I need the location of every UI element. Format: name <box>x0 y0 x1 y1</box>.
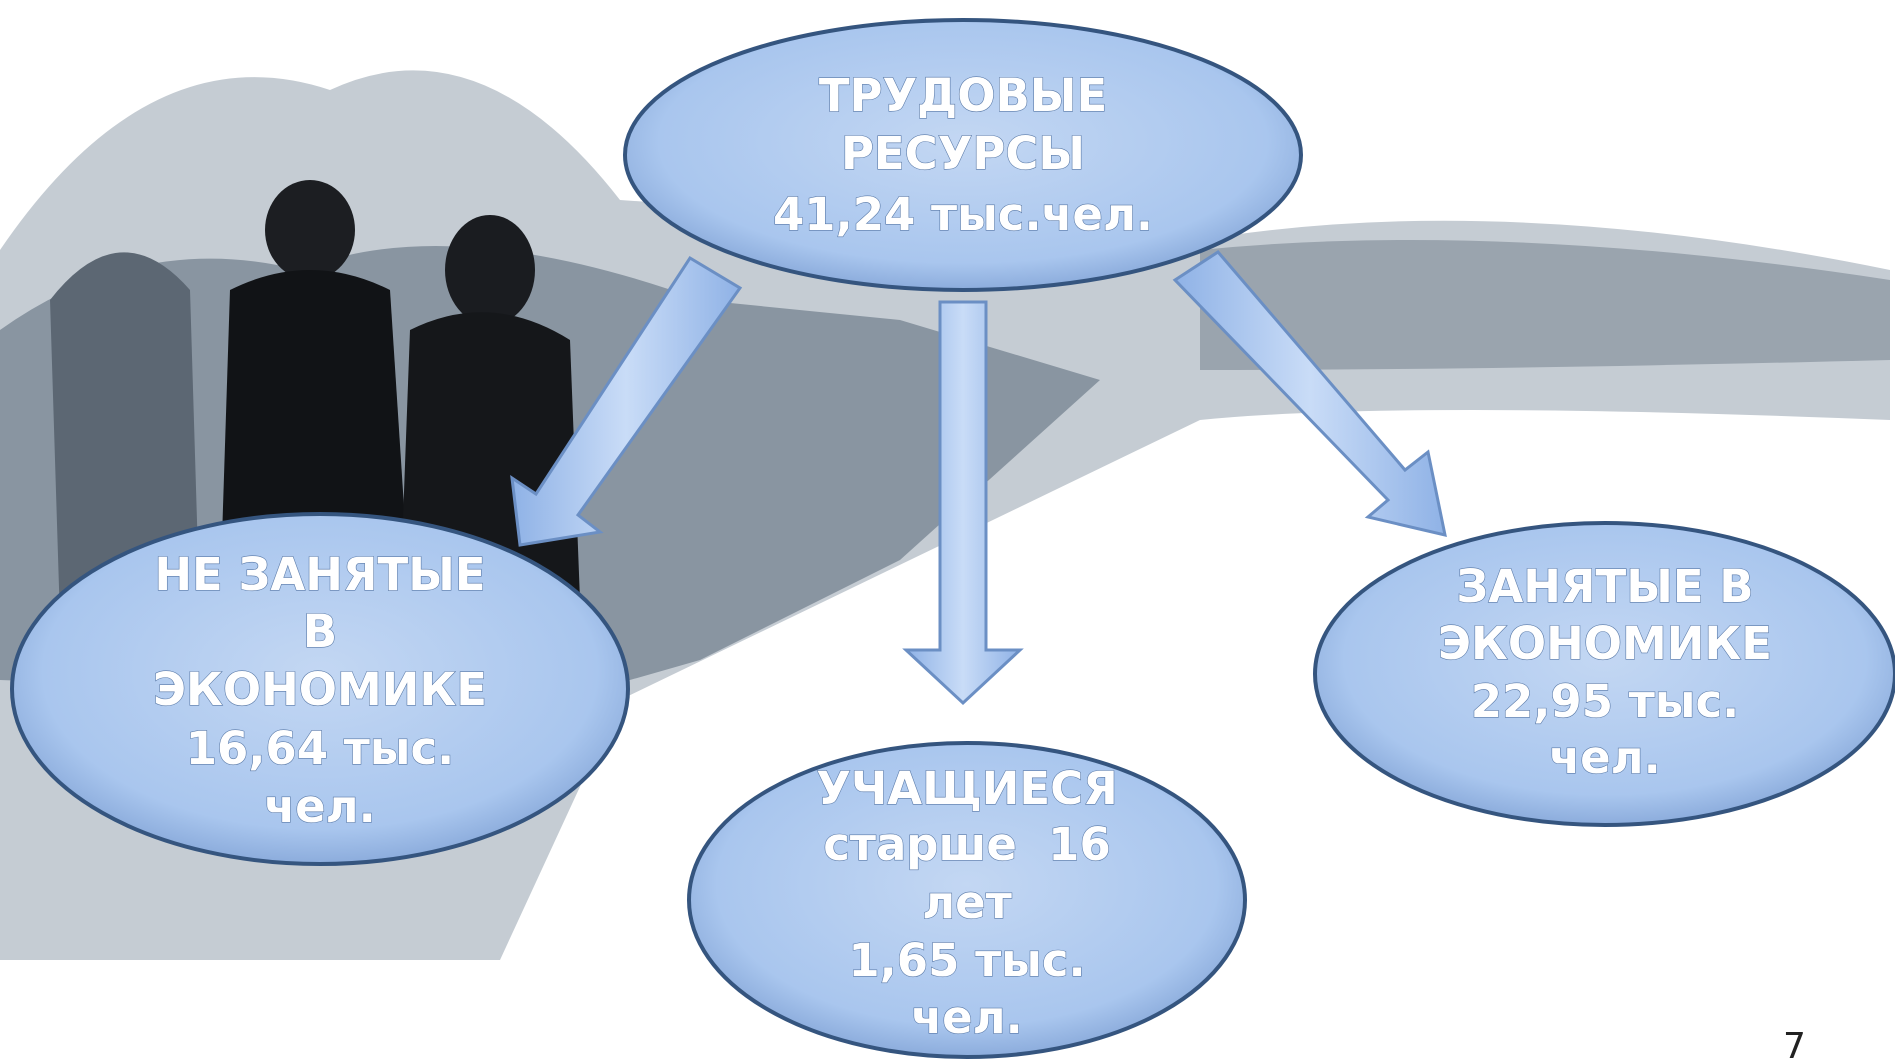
slide: 7 ТРУДОВЫЕРЕСУРСЫ 41,24 тыс.чел. НЕ ЗАНЯТЫ… <box>0 0 1895 1060</box>
node-label: ЭКОНОМИКЕ <box>1438 617 1772 670</box>
node-label: 41,24 тыс.чел. <box>773 188 1153 241</box>
node-label: ТРУДОВЫЕ <box>819 69 1107 122</box>
node-label: 22,95 тыс. <box>1471 675 1740 728</box>
node-label: чел. <box>1549 731 1660 784</box>
node-label: РЕСУРСЫ <box>841 127 1085 180</box>
node-label: 1,65 тыс. <box>848 934 1085 987</box>
node-label: УЧАЩИЕСЯ <box>816 762 1118 815</box>
node-label: чел. <box>264 780 375 833</box>
node-label: 16,64 тыс. <box>186 722 455 775</box>
node-label: ЭКОНОМИКЕ <box>153 663 487 716</box>
node-label: НЕ ЗАНЯТЫЕ <box>154 548 485 601</box>
node-label: чел. <box>911 991 1022 1044</box>
node-label: ЗАНЯТЫЕ В <box>1456 560 1753 613</box>
page-number: 7 <box>1783 1026 1806 1060</box>
node-label: лет <box>922 876 1012 929</box>
node-label: старше 16 <box>823 818 1111 871</box>
node-label: В <box>303 605 337 658</box>
